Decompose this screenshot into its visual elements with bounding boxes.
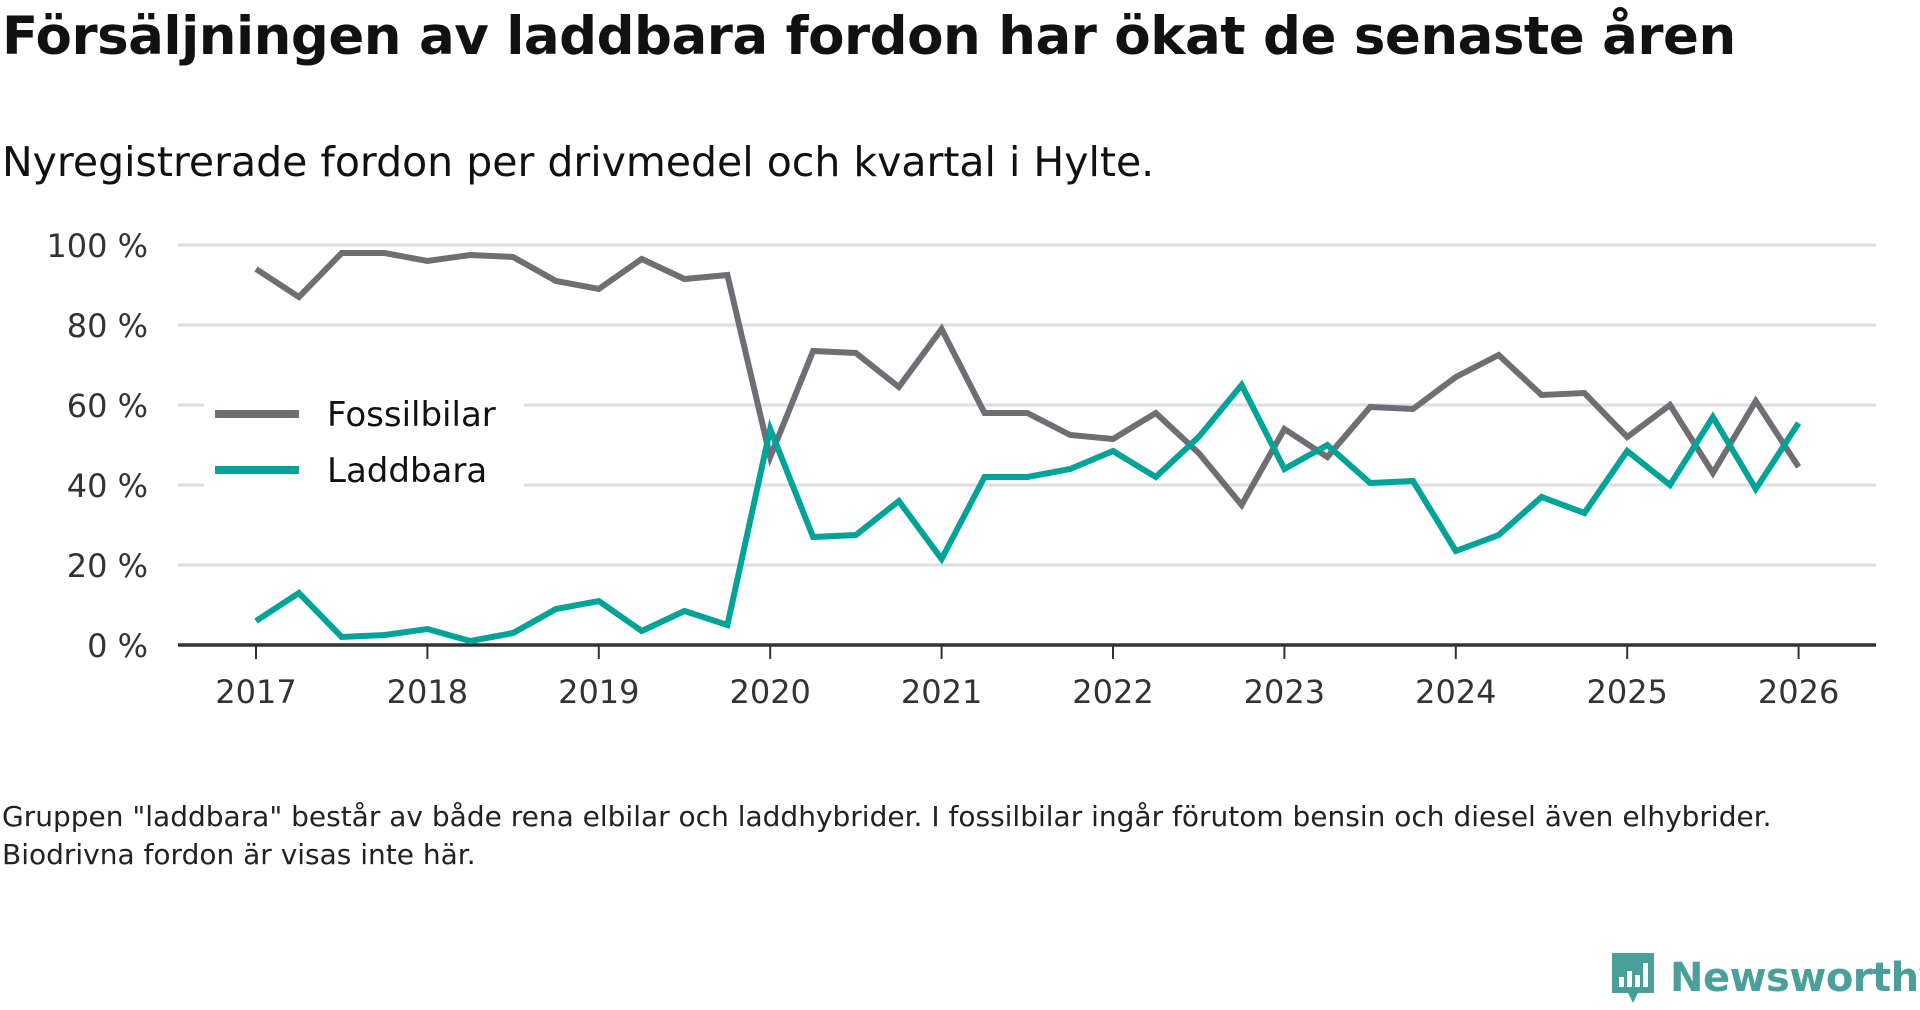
legend-label: Fossilbilar (327, 395, 496, 435)
chart-title: Försäljningen av laddbara fordon har öka… (2, 6, 1736, 67)
x-tick-label: 2023 (1244, 673, 1325, 711)
chart-subtitle: Nyregistrerade fordon per drivmedel och … (2, 138, 1155, 186)
line-chart: 0 % 20 % 40 % 60 % 80 % 100 % 2017 2018 2019 202… (46, 227, 1876, 711)
series-line-fossilbilar (254, 250, 1802, 511)
footnote: Gruppen "laddbara" består av både rena e… (2, 800, 1772, 871)
x-tick-label: 2019 (558, 673, 639, 711)
y-tick-label: 80 % (67, 307, 148, 345)
legend-label: Laddbara (327, 451, 487, 491)
x-tick-label: 2024 (1415, 673, 1496, 711)
newsworthy-logo: Newsworthy (1608, 948, 1920, 1008)
x-tick-label: 2021 (901, 673, 982, 711)
legend-background (204, 388, 524, 492)
x-tick-label: 2020 (729, 673, 810, 711)
x-tick-label: 2025 (1586, 673, 1667, 711)
series-line-laddbara (254, 379, 1802, 645)
y-tick-label: 60 % (67, 387, 148, 425)
x-tick-label: 2017 (215, 673, 296, 711)
y-tick-label: 100 % (46, 227, 148, 265)
x-tick-label: 2026 (1758, 673, 1839, 711)
x-tick-label: 2022 (1072, 673, 1153, 711)
newsworthy-logo-icon (1612, 953, 1654, 1003)
x-tick-label: 2018 (387, 673, 468, 711)
y-tick-label: 20 % (67, 547, 148, 585)
logo-text: Newsworthy (1670, 955, 1920, 1001)
y-tick-label: 40 % (67, 467, 148, 505)
y-tick-label: 0 % (87, 627, 148, 665)
